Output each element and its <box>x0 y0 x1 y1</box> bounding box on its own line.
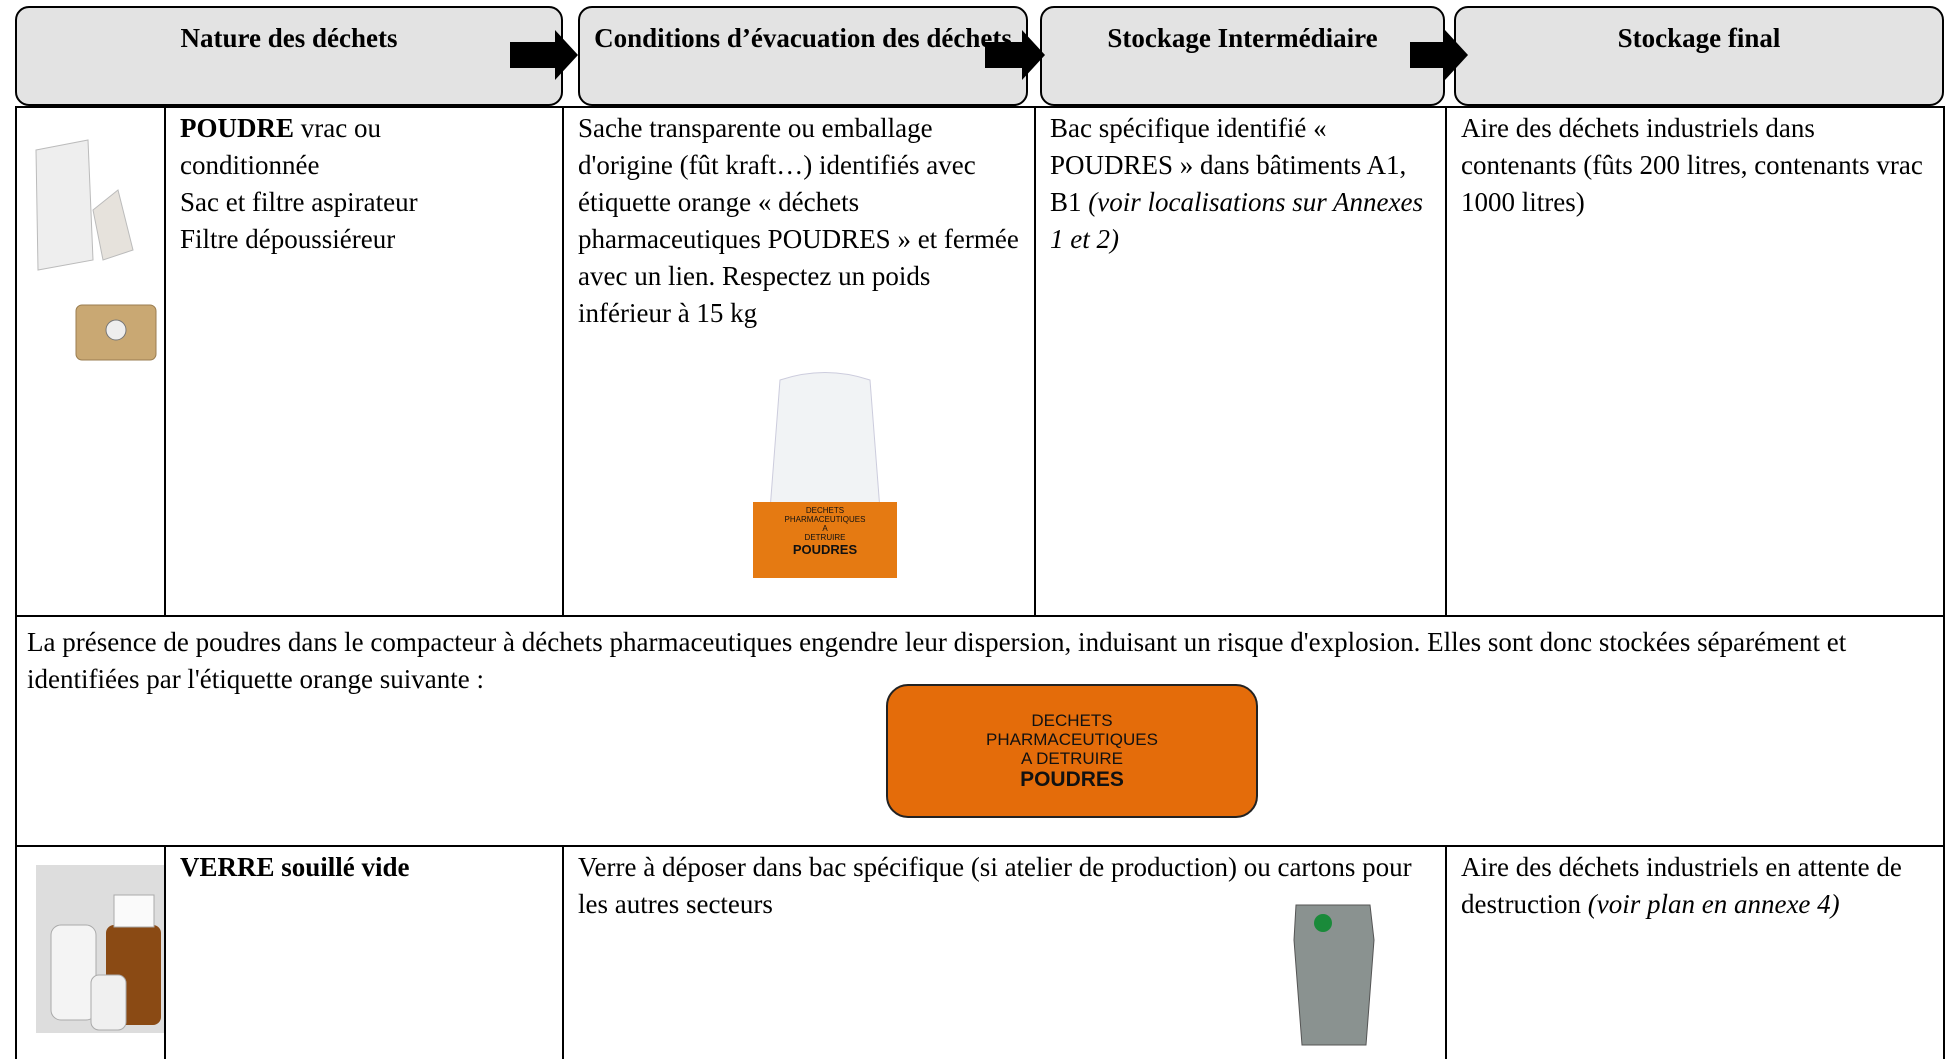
bold-text: POUDRE <box>180 113 294 143</box>
text: POUDRES <box>1020 768 1124 791</box>
table-border <box>1034 106 1036 615</box>
table-border <box>15 615 1944 617</box>
text: conditionnée <box>180 150 320 180</box>
table-border <box>562 845 564 1059</box>
final-cell: Aire des déchets industriels dans conten… <box>1461 113 1923 217</box>
header-cell: Conditions d’évacuation des déchets <box>578 6 1028 106</box>
powder-images <box>35 139 157 361</box>
shape <box>753 502 897 578</box>
text: Filtre dépoussiéreur <box>180 224 396 254</box>
shape <box>90 974 127 1031</box>
header-cell: Nature des déchets <box>15 6 563 106</box>
glass-image <box>36 865 164 1033</box>
table-border <box>1943 106 1945 1059</box>
text: Aire des déchets industriels en attente … <box>1461 852 1902 919</box>
conditions-cell: Sache transparente ou emballage d'origin… <box>578 113 1019 328</box>
table-border <box>15 845 1944 847</box>
arrow <box>510 30 578 80</box>
shape <box>769 372 881 511</box>
table-border <box>15 106 1944 108</box>
final-cell: Aire des déchets industriels en attente … <box>1447 845 1943 927</box>
text: vrac ou <box>294 113 381 143</box>
orange-label: DECHETS PHARMACEUTIQUES A DETRUIRE POUDRES <box>886 684 1258 818</box>
table-border <box>1445 845 1447 1059</box>
text: Sac et filtre aspirateur <box>180 187 418 217</box>
shape <box>1314 914 1332 932</box>
italic-text: (voir plan en annexe 4) <box>1587 889 1840 919</box>
arrow <box>1410 30 1468 80</box>
nature-cell: POUDRE vrac ou conditionnée Sac et filtre … <box>166 106 562 262</box>
text: A <box>822 524 828 533</box>
table-border <box>562 106 564 615</box>
text: PHARMACEUTIQUES <box>986 730 1158 749</box>
text: DETRUIRE <box>804 533 846 542</box>
shape <box>92 189 134 261</box>
shape <box>1293 904 1375 1046</box>
shape <box>113 894 155 928</box>
bold-text: VERRE souillé vide <box>180 852 410 882</box>
italic-text: (voir localisations sur Annexes 1 et 2) <box>1050 187 1423 254</box>
arrows <box>510 30 1468 80</box>
shape <box>35 139 94 271</box>
nature-cell: VERRE souillé vide <box>166 845 562 890</box>
header-cell: Stockage Intermédiaire <box>1040 6 1445 106</box>
text: POUDRES <box>792 542 858 557</box>
intermediate-cell: Bac spécifique identifié « POUDRES » dan… <box>1036 106 1445 262</box>
table-border <box>164 845 166 1059</box>
text: A DETRUIRE <box>1020 749 1124 768</box>
table-border <box>15 106 17 1059</box>
shape <box>50 924 97 1021</box>
bin-image <box>1293 904 1375 1046</box>
bag-label: DECHETS PHARMACEUTIQUES A DETRUIRE POUDRES <box>753 506 897 558</box>
arrow <box>985 30 1045 80</box>
text: PHARMACEUTIQUES <box>784 515 866 524</box>
table-border <box>1445 106 1447 615</box>
text: Bac spécifique identifié « POUDRES » dan… <box>1050 113 1407 217</box>
table-border <box>164 106 166 615</box>
bag-image <box>753 372 897 578</box>
shape <box>105 319 127 341</box>
text: DECHETS <box>1031 711 1113 730</box>
conditions-cell: Verre à déposer dans bac spécifique (si … <box>578 852 1412 919</box>
text: DECHETS <box>805 506 845 515</box>
note-text: La présence de poudres dans le compacteu… <box>27 627 1847 694</box>
